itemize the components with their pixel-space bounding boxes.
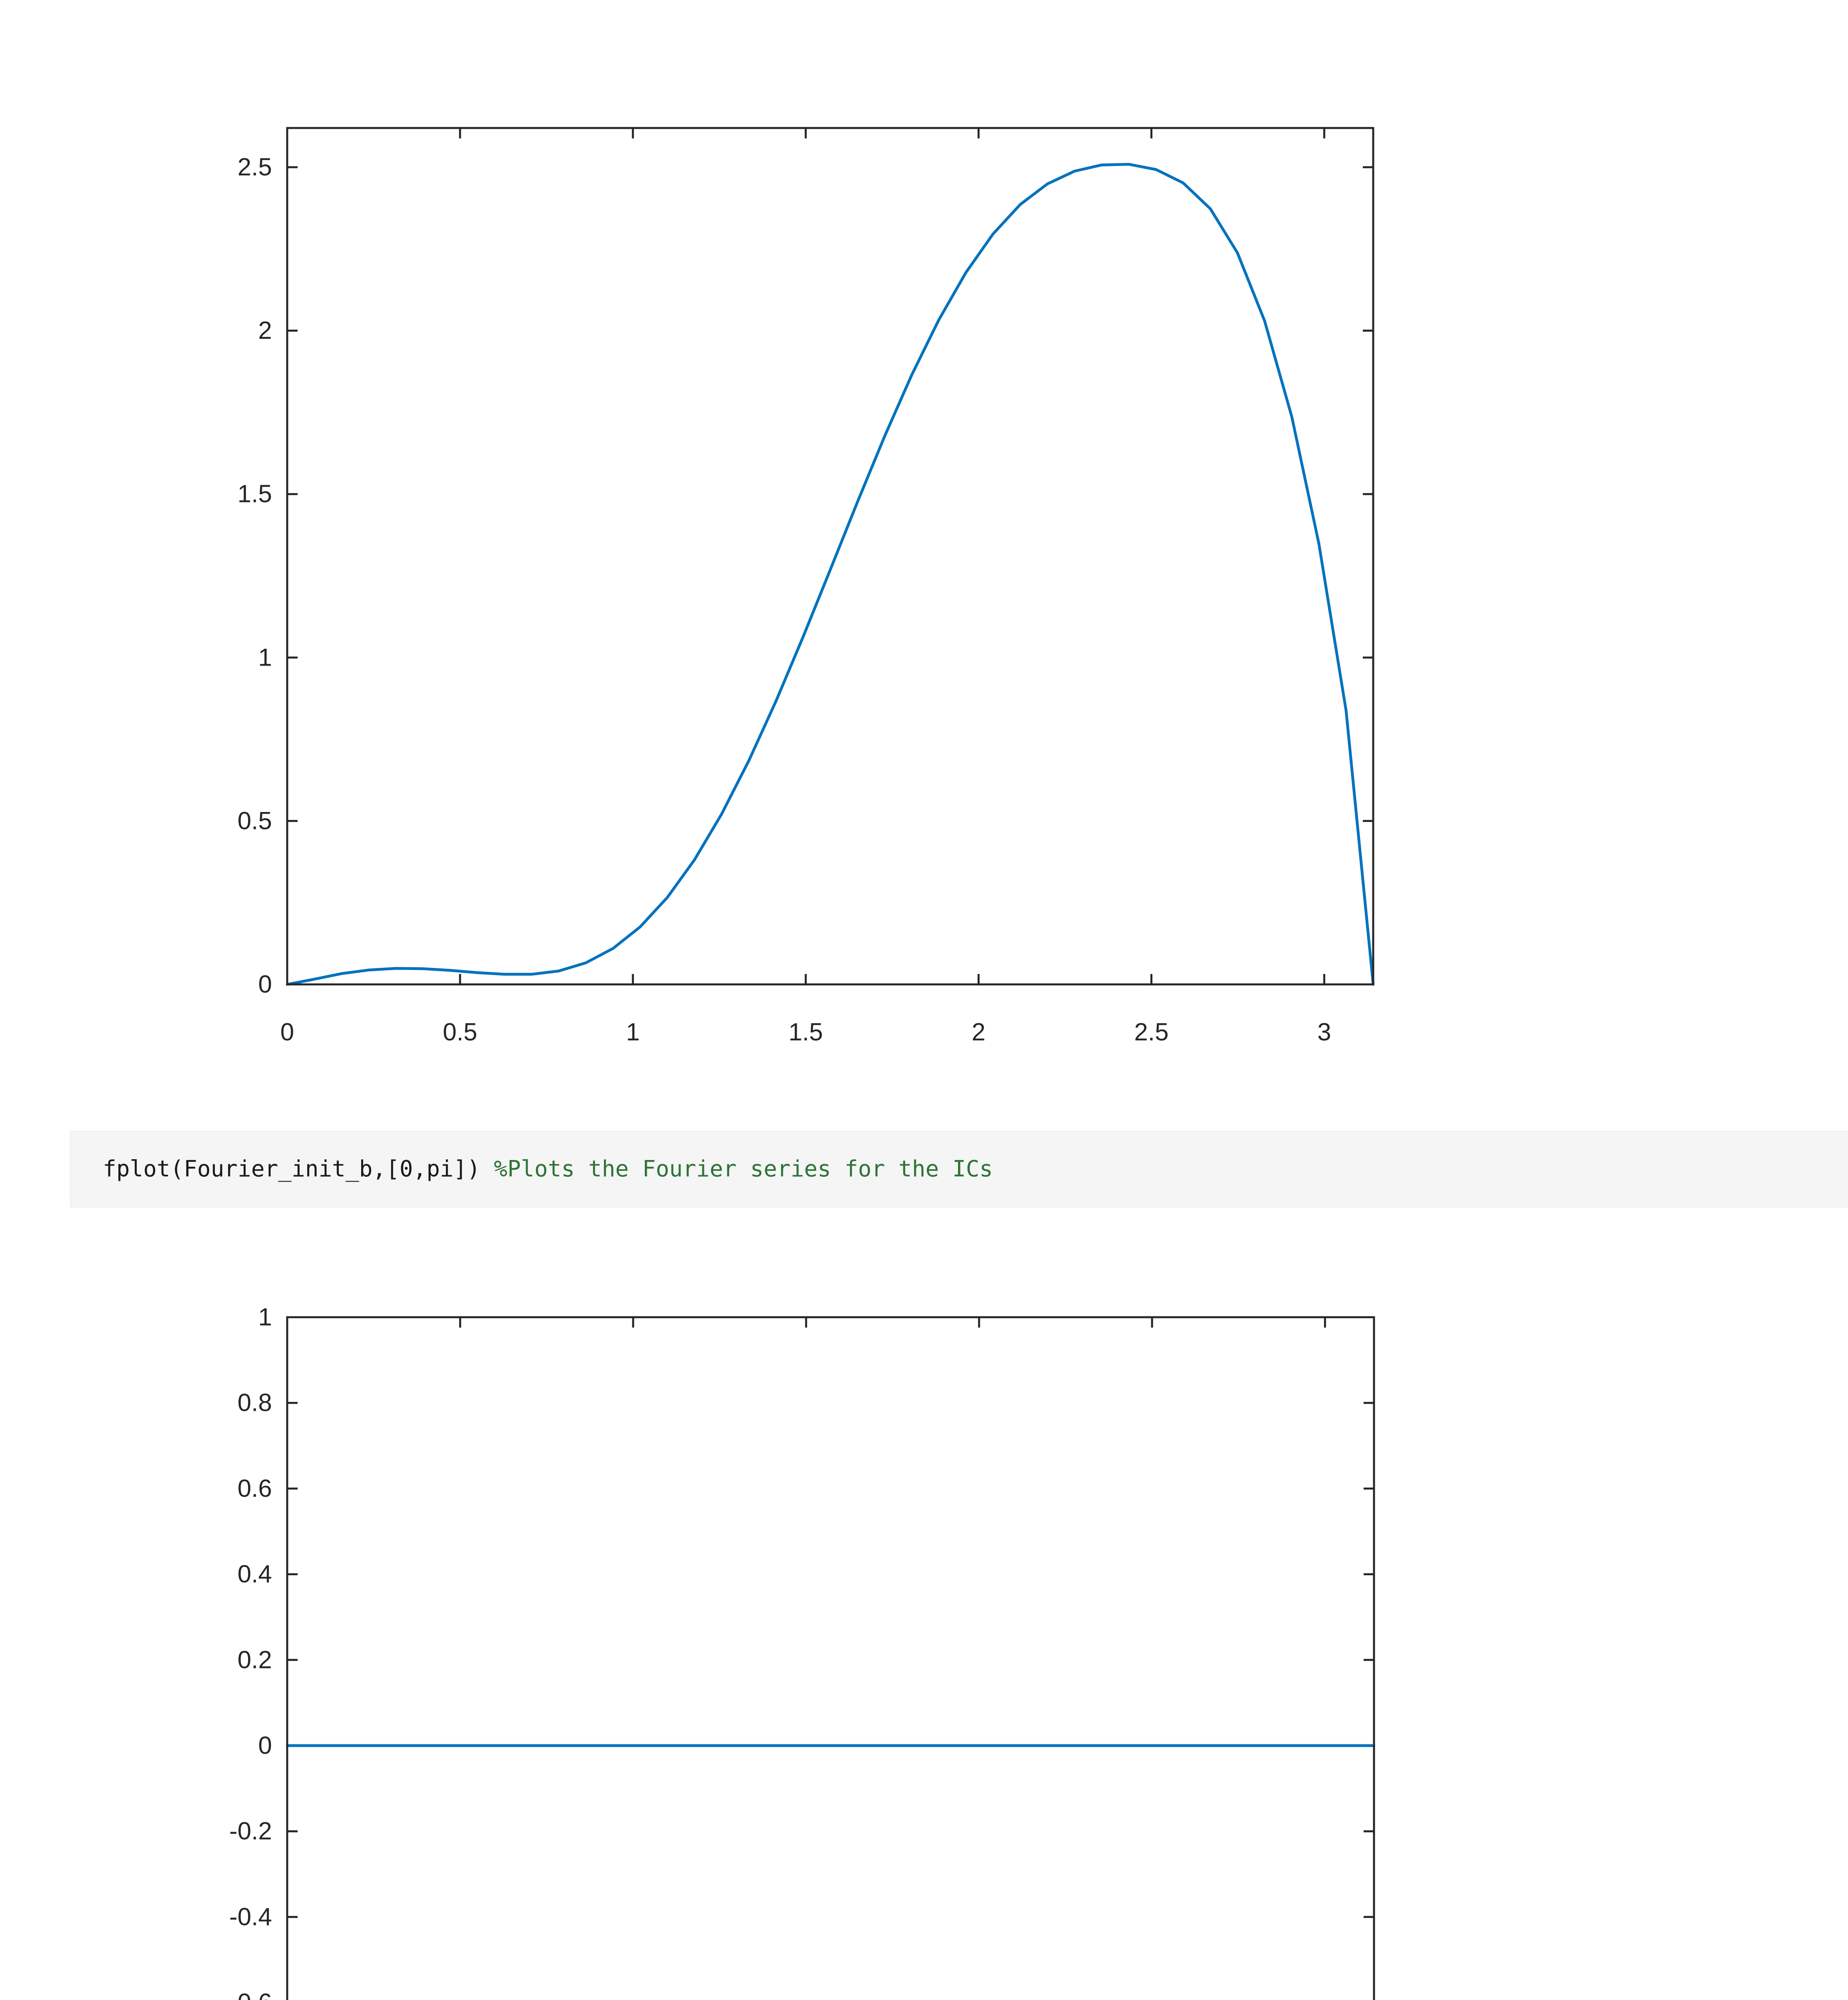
x-tick-label: 2.5 (1134, 1018, 1168, 1046)
code-cell[interactable]: fplot(Fourier_init_b,[0,pi]) %Plots the … (70, 1131, 1848, 1208)
code-line[interactable]: fplot(Fourier_init_b,[0,pi]) %Plots the … (71, 1158, 993, 1180)
y-tick-label: 0.5 (238, 807, 272, 835)
data-series-line (286, 163, 1374, 986)
x-tick-label: 3 (1317, 1018, 1331, 1046)
code-space (480, 1156, 494, 1182)
y-tick-label: 0.4 (238, 1560, 272, 1588)
x-tick-label: 2 (972, 1018, 985, 1046)
figure-2-container: 00.511.522.53-1-0.8-0.6-0.4-0.200.20.40.… (0, 1232, 1848, 2000)
y-tick-label: 0.6 (238, 1475, 272, 1502)
y-tick-label: 2 (258, 317, 272, 344)
x-tick-label: 1.5 (788, 1018, 823, 1046)
x-tick-label: 0 (280, 1018, 294, 1046)
y-tick-label: 2.5 (238, 154, 272, 181)
y-tick-label: 0 (258, 1732, 272, 1760)
code-comment: %Plots the Fourier series for the ICs (494, 1156, 993, 1182)
x-tick-label: 0.5 (443, 1018, 477, 1046)
x-tick-label: 1 (626, 1018, 640, 1046)
y-tick-label: -0.6 (229, 1989, 272, 2000)
code-statement: fplot(Fourier_init_b,[0,pi]) (103, 1156, 481, 1182)
figure-1-container: 0 0.5 1 1.5 2 2.5 3 0 0.5 1 1.5 2 2.5 (237, 127, 1374, 1046)
y-tick-label: 1 (258, 1304, 272, 1331)
axes-box (286, 1316, 1375, 2000)
y-tick-label: 0.8 (238, 1389, 272, 1417)
y-tick-label: 0.2 (238, 1646, 272, 1674)
figure-2-plot: 00.511.522.53-1-0.8-0.6-0.4-0.200.20.40.… (229, 1304, 1375, 2000)
y-tick-label: 1 (258, 644, 272, 671)
axes-box (286, 127, 1374, 986)
y-tick-label: 1.5 (238, 480, 272, 508)
y-tick-label: -0.2 (229, 1818, 272, 1845)
y-tick-label: -0.4 (229, 1903, 272, 1931)
y-tick-label: 0 (258, 971, 272, 998)
figure-1-plot: 0 0.5 1 1.5 2 2.5 3 0 0.5 1 1.5 2 2.5 (238, 127, 1374, 1046)
